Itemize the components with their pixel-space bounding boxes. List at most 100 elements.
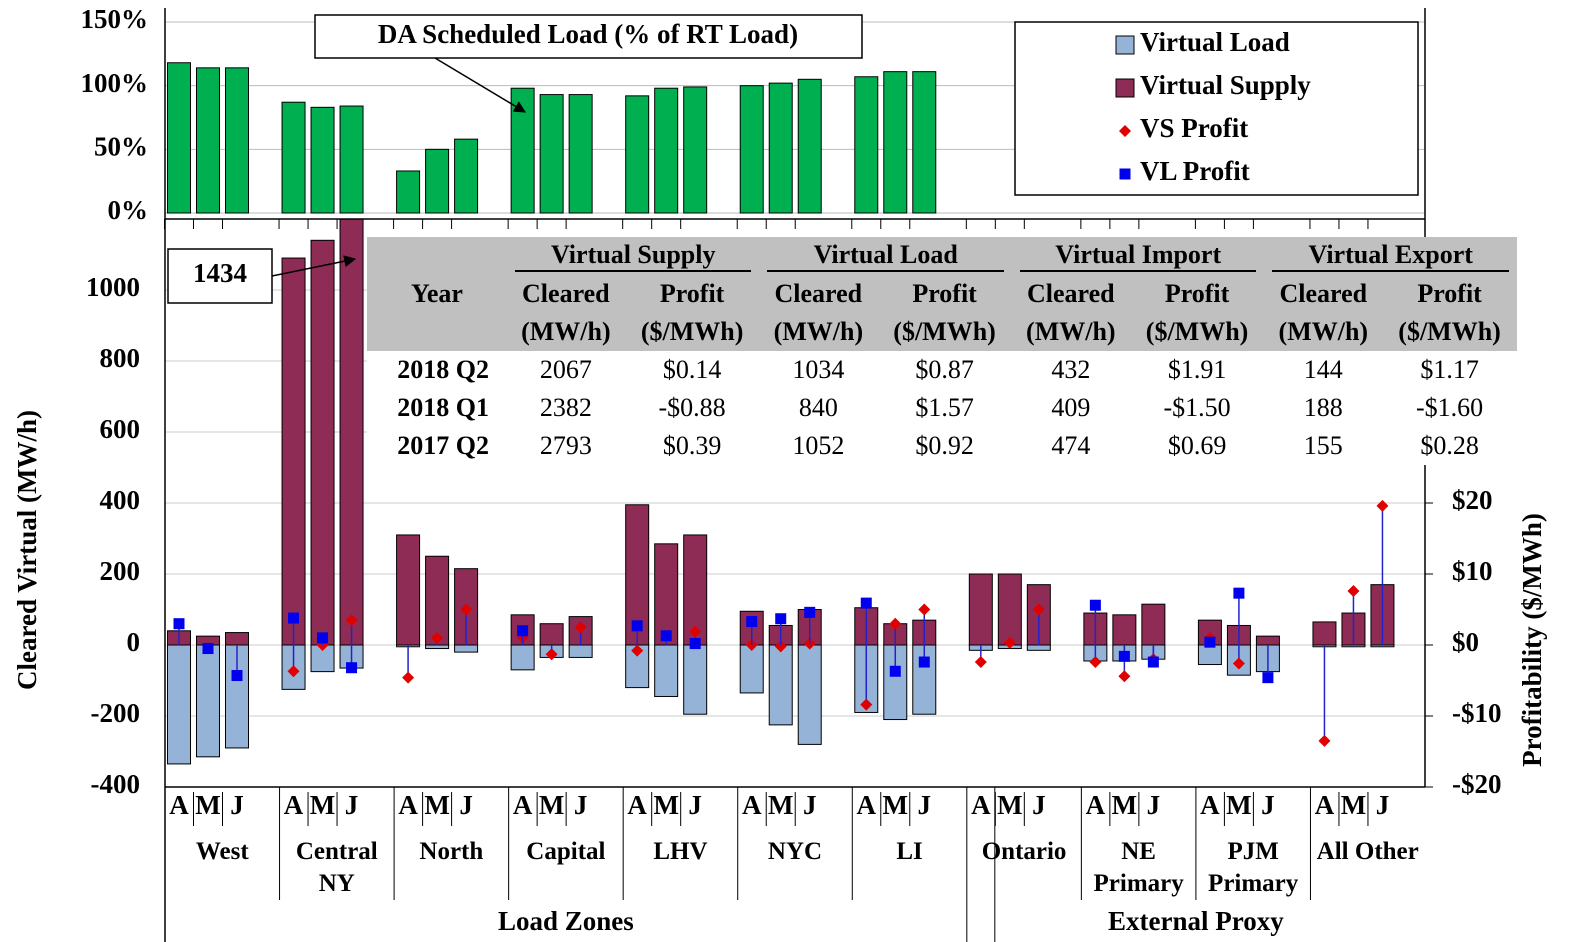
- table-cell: ($/MWh): [624, 313, 760, 351]
- profit-marker: [317, 632, 329, 644]
- table-cell: Virtual Export: [1264, 237, 1517, 275]
- group-label: LI: [896, 838, 923, 865]
- y-tick-label: -200: [91, 698, 141, 728]
- profit-marker: [974, 656, 987, 669]
- bar: [196, 67, 220, 214]
- x-tick-label: J: [918, 790, 932, 820]
- table-cell: ($/MWh): [877, 313, 1012, 351]
- table-cell: Cleared: [507, 275, 625, 313]
- y-tick-label: 400: [100, 485, 141, 515]
- bar: [510, 87, 535, 214]
- x-tick-label: M: [768, 790, 793, 820]
- x-tick-label: J: [345, 790, 359, 820]
- table-cell: 1052: [792, 431, 845, 460]
- bar: [425, 555, 450, 646]
- bar: [310, 239, 335, 646]
- group-label: All Other: [1316, 838, 1419, 865]
- profit-marker: [631, 620, 643, 632]
- x-tick-label: J: [230, 790, 244, 820]
- x-tick-label: J: [1261, 790, 1275, 820]
- section-label: Load Zones: [498, 906, 634, 936]
- bar: [1197, 644, 1222, 666]
- group-label: PJM Primary: [1208, 838, 1299, 897]
- section-label: External Proxy: [1108, 906, 1284, 936]
- y-tick-label: 100%: [81, 68, 149, 98]
- x-tick-label: A: [627, 790, 647, 820]
- table-row: 2018 Q1 2382 -$0.88 840 $1.57 409 -$1.50 188 -$1…: [367, 389, 1517, 427]
- data-table: Year Virtual Supply Virtual Load Virtual Im…: [367, 237, 1517, 465]
- table-cell: Profit: [877, 275, 1012, 313]
- profit-marker: [460, 603, 473, 616]
- x-tick-label: J: [803, 790, 817, 820]
- profit-marker: [1318, 734, 1331, 747]
- bar: [683, 86, 708, 214]
- table-row: Year Virtual Supply Virtual Load Virtual Im…: [367, 237, 1517, 351]
- x-tick-label: A: [857, 790, 877, 820]
- bar: [568, 644, 593, 658]
- bar: [683, 644, 708, 715]
- bar: [425, 644, 450, 650]
- table-cell: Profit: [624, 275, 760, 313]
- group-label: NYC: [767, 838, 823, 865]
- bar: [654, 644, 679, 697]
- x-tick-label: M: [310, 790, 335, 820]
- table-cell: (MW/h): [1011, 313, 1130, 351]
- group-label: Central NY: [295, 838, 378, 897]
- profit-marker: [889, 665, 901, 677]
- table-cell: Cleared: [759, 275, 878, 313]
- x-tick-label: M: [424, 790, 449, 820]
- x-tick-label: A: [1086, 790, 1106, 820]
- profit-marker: [1347, 585, 1360, 598]
- legend-swatch: [1115, 78, 1135, 98]
- y2-tick-label: $10: [1452, 556, 1493, 586]
- profit-marker: [746, 616, 758, 628]
- bar: [1255, 635, 1280, 646]
- profit-marker: [287, 665, 300, 678]
- table-cell: 144: [1303, 355, 1343, 384]
- plot-area: [167, 219, 1395, 765]
- bar: [797, 78, 822, 214]
- table-cell: Year: [367, 237, 507, 351]
- profit-marker: [231, 670, 243, 682]
- profit-marker: [660, 630, 672, 642]
- table-cell: 2018 Q2: [397, 355, 489, 384]
- table-cell: (MW/h): [1264, 313, 1383, 351]
- group-label: North: [419, 838, 484, 865]
- profit-marker: [574, 621, 587, 634]
- legend-marker: [1119, 168, 1131, 180]
- profit-marker: [860, 698, 873, 711]
- bar: [768, 82, 793, 214]
- profit-marker: [1232, 657, 1245, 670]
- y-tick-label: 600: [100, 414, 141, 444]
- profit-marker: [1262, 672, 1274, 684]
- table-cell: Cleared: [1011, 275, 1130, 313]
- table-row: Cleared Profit Cleared Profit Cleared Profit C…: [367, 275, 1517, 313]
- x-tick-label: A: [398, 790, 418, 820]
- profit-marker: [918, 656, 930, 668]
- profit-marker: [202, 643, 214, 655]
- table-cell: $1.91: [1167, 355, 1227, 384]
- bar: [454, 138, 479, 214]
- profit-marker: [431, 631, 444, 644]
- table-cell: 2793: [539, 431, 592, 460]
- table-cell: Profit: [1129, 275, 1265, 313]
- group-label: West: [195, 838, 249, 865]
- x-tick-label: A: [971, 790, 991, 820]
- bar: [912, 71, 937, 214]
- table-cell: 432: [1051, 355, 1091, 384]
- bar: [196, 644, 220, 758]
- x-tick-label: A: [1200, 790, 1220, 820]
- bar: [1026, 644, 1051, 651]
- table-cell: (MW/h): [759, 313, 878, 351]
- x-tick-label: J: [574, 790, 588, 820]
- profit-marker: [288, 612, 300, 624]
- bar: [739, 85, 764, 214]
- table-cell: $1.57: [915, 393, 974, 422]
- table-cell: 2017 Q2: [397, 431, 489, 460]
- table-cell: 2382: [539, 393, 592, 422]
- profit-marker: [402, 671, 415, 684]
- group-label: LHV: [653, 838, 708, 865]
- bar: [425, 148, 450, 214]
- table-cell: Virtual Import: [1011, 237, 1265, 275]
- bar: [654, 87, 679, 214]
